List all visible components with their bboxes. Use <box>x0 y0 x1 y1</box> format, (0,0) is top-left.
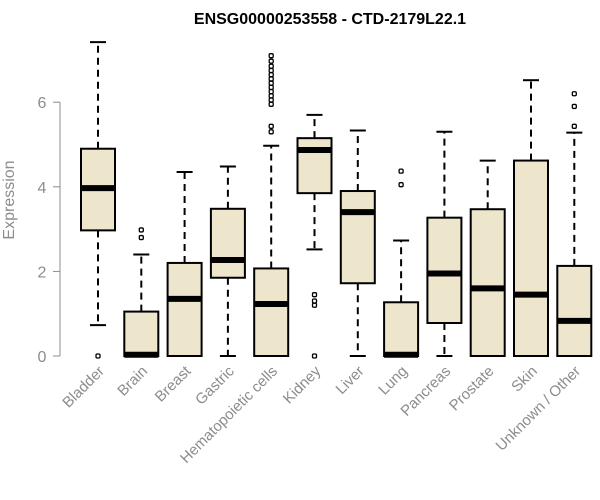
x-tick-label: Liver <box>333 363 368 398</box>
outlier-point <box>311 298 318 304</box>
outlier-point <box>268 76 274 82</box>
box-group <box>556 91 593 357</box>
iqr-box <box>469 208 506 357</box>
outlier-point <box>138 227 144 233</box>
iqr-box <box>253 267 290 357</box>
x-tick-label: Lung <box>375 363 411 399</box>
outlier-point <box>268 88 274 95</box>
iqr-box <box>556 264 593 357</box>
outlier-point <box>268 97 274 103</box>
outlier-point <box>311 353 318 359</box>
box-group <box>123 227 160 358</box>
y-tick-label: 4 <box>38 180 47 197</box>
box-group <box>296 113 333 359</box>
box-group <box>383 168 420 358</box>
outlier-point <box>268 84 274 91</box>
outlier-point <box>268 58 274 64</box>
x-tick-label: Skin <box>508 363 541 396</box>
boxes-group <box>80 41 593 359</box>
outlier-point <box>571 123 577 129</box>
outlier-point <box>268 123 274 129</box>
box-group <box>253 53 290 357</box>
outlier-point <box>398 182 404 188</box>
iqr-box <box>426 216 463 325</box>
x-tick-label: Bladder <box>59 363 108 412</box>
outlier-point <box>95 353 101 359</box>
box-group <box>426 130 463 357</box>
y-tick-label: 2 <box>38 264 47 281</box>
x-tick-label: Breast <box>152 362 195 405</box>
iqr-box <box>166 261 203 357</box>
outlier-point <box>268 53 274 59</box>
outlier-point <box>268 129 274 135</box>
outlier-point <box>268 80 274 86</box>
y-tick-label: 0 <box>38 349 47 366</box>
x-tick-label: Kidney <box>280 362 325 407</box>
outlier-point <box>268 93 274 99</box>
box-group <box>513 79 549 357</box>
box-group <box>166 170 203 357</box>
iqr-box <box>296 137 333 195</box>
outlier-point <box>268 72 274 78</box>
box-group <box>469 159 506 357</box>
y-axis-label: Expression <box>1 160 18 239</box>
iqr-box <box>339 190 376 285</box>
iqr-box <box>383 301 420 357</box>
outlier-point <box>268 101 274 107</box>
iqr-box <box>123 310 160 357</box>
box-group <box>80 41 116 359</box>
outlier-point <box>311 292 318 298</box>
box-group <box>339 129 376 357</box>
outlier-point <box>571 91 577 97</box>
outlier-point <box>311 302 318 308</box>
y-axis: 0 2 4 6 <box>38 95 61 366</box>
outlier-point <box>571 103 577 110</box>
outlier-point <box>268 63 274 69</box>
chart-title: ENSG00000253558 - CTD-2179L22.1 <box>194 11 466 28</box>
x-tick-label: Prostate <box>446 363 498 415</box>
iqr-box <box>513 159 549 357</box>
y-tick-label: 6 <box>38 95 47 112</box>
box-group <box>209 165 246 357</box>
outlier-point <box>398 168 404 174</box>
outlier-point <box>138 234 144 241</box>
x-tick-label: Brain <box>114 363 151 400</box>
outlier-point <box>268 67 274 74</box>
iqr-box <box>209 207 246 279</box>
